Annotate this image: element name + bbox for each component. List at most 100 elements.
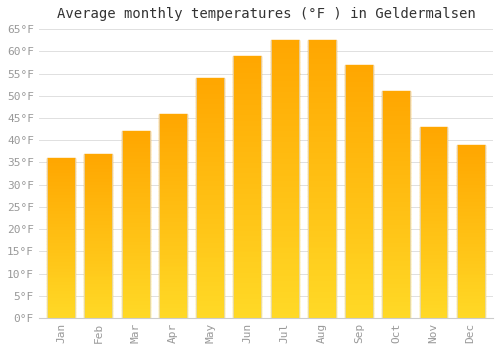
Bar — [234, 302, 262, 307]
Bar — [84, 213, 112, 216]
Bar — [122, 221, 150, 225]
Bar — [159, 183, 187, 187]
Bar — [345, 161, 373, 166]
Bar — [196, 107, 224, 112]
Bar — [420, 253, 448, 257]
Bar — [84, 279, 112, 282]
Bar — [196, 150, 224, 155]
Bar — [270, 196, 298, 201]
Bar — [196, 289, 224, 294]
Bar — [270, 40, 298, 46]
Bar — [270, 218, 298, 224]
Bar — [47, 235, 75, 238]
Bar — [308, 101, 336, 107]
Bar — [196, 88, 224, 92]
Bar — [159, 203, 187, 208]
Bar — [159, 118, 187, 122]
Bar — [420, 173, 448, 176]
Bar — [159, 134, 187, 138]
Bar — [196, 135, 224, 140]
Bar — [270, 90, 298, 96]
Bar — [345, 110, 373, 115]
Bar — [234, 203, 262, 208]
Bar — [47, 171, 75, 174]
Bar — [234, 66, 262, 71]
Bar — [84, 298, 112, 301]
Bar — [196, 260, 224, 265]
Bar — [270, 207, 298, 212]
Bar — [420, 169, 448, 173]
Bar — [196, 112, 224, 116]
Bar — [382, 268, 410, 273]
Bar — [84, 305, 112, 308]
Bar — [420, 188, 448, 192]
Bar — [420, 165, 448, 169]
Bar — [382, 232, 410, 236]
Bar — [420, 276, 448, 280]
Bar — [457, 210, 484, 214]
Bar — [159, 113, 187, 118]
Bar — [234, 124, 262, 129]
Bar — [84, 180, 112, 183]
Bar — [457, 276, 484, 280]
Bar — [196, 160, 224, 164]
Bar — [159, 175, 187, 179]
Bar — [420, 192, 448, 196]
Bar — [234, 176, 262, 182]
Bar — [84, 282, 112, 285]
Bar — [382, 96, 410, 100]
Bar — [345, 201, 373, 206]
Bar — [234, 155, 262, 161]
Bar — [196, 232, 224, 236]
Bar — [382, 159, 410, 164]
Bar — [234, 140, 262, 145]
Bar — [420, 284, 448, 287]
Bar — [457, 159, 484, 162]
Bar — [47, 222, 75, 225]
Bar — [122, 292, 150, 295]
Bar — [382, 141, 410, 146]
Bar — [345, 65, 373, 70]
Bar — [159, 281, 187, 285]
Bar — [457, 231, 484, 235]
Bar — [308, 51, 336, 57]
Bar — [122, 165, 150, 169]
Bar — [84, 262, 112, 265]
Bar — [270, 179, 298, 184]
Bar — [122, 180, 150, 183]
Bar — [457, 204, 484, 207]
Bar — [457, 190, 484, 193]
Bar — [47, 199, 75, 203]
Bar — [457, 145, 484, 148]
Bar — [47, 315, 75, 318]
Bar — [196, 131, 224, 135]
Bar — [457, 166, 484, 169]
Bar — [345, 206, 373, 211]
Bar — [308, 257, 336, 262]
Bar — [196, 92, 224, 97]
Bar — [84, 183, 112, 187]
Bar — [457, 248, 484, 252]
Bar — [345, 131, 373, 135]
Bar — [457, 183, 484, 186]
Bar — [382, 155, 410, 159]
Bar — [345, 75, 373, 80]
Bar — [47, 219, 75, 222]
Bar — [159, 252, 187, 257]
Title: Average monthly temperatures (°F ) in Geldermalsen: Average monthly temperatures (°F ) in Ge… — [56, 7, 476, 21]
Bar — [159, 240, 187, 244]
Bar — [420, 161, 448, 165]
Bar — [345, 267, 373, 272]
Bar — [84, 285, 112, 288]
Bar — [345, 262, 373, 267]
Bar — [234, 161, 262, 166]
Bar — [234, 103, 262, 108]
Bar — [382, 218, 410, 223]
Bar — [159, 302, 187, 306]
Bar — [196, 126, 224, 131]
Bar — [457, 273, 484, 276]
Bar — [345, 120, 373, 125]
Bar — [382, 273, 410, 277]
Bar — [196, 78, 224, 83]
Bar — [270, 46, 298, 51]
